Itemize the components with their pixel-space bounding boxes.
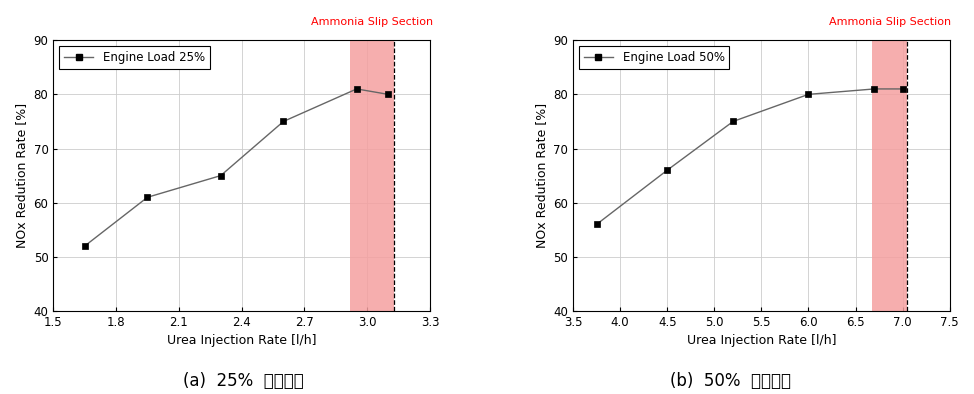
Text: (b)  50%  부하조건: (b) 50% 부하조건 [670,372,791,390]
X-axis label: Urea Injection Rate [l/h]: Urea Injection Rate [l/h] [687,335,836,348]
Text: (a)  25%  부하조건: (a) 25% 부하조건 [183,372,304,390]
Text: Ammonia Slip Section: Ammonia Slip Section [829,17,951,27]
Bar [351,40,394,311]
Y-axis label: NOx Redution Rate [%]: NOx Redution Rate [%] [15,103,28,248]
Bar [873,40,908,311]
Legend: Engine Load 25%: Engine Load 25% [59,46,209,69]
X-axis label: Urea Injection Rate [l/h]: Urea Injection Rate [l/h] [167,335,317,348]
Legend: Engine Load 50%: Engine Load 50% [579,46,730,69]
Text: Ammonia Slip Section: Ammonia Slip Section [312,17,433,27]
Y-axis label: NOx Redution Rate [%]: NOx Redution Rate [%] [535,103,547,248]
